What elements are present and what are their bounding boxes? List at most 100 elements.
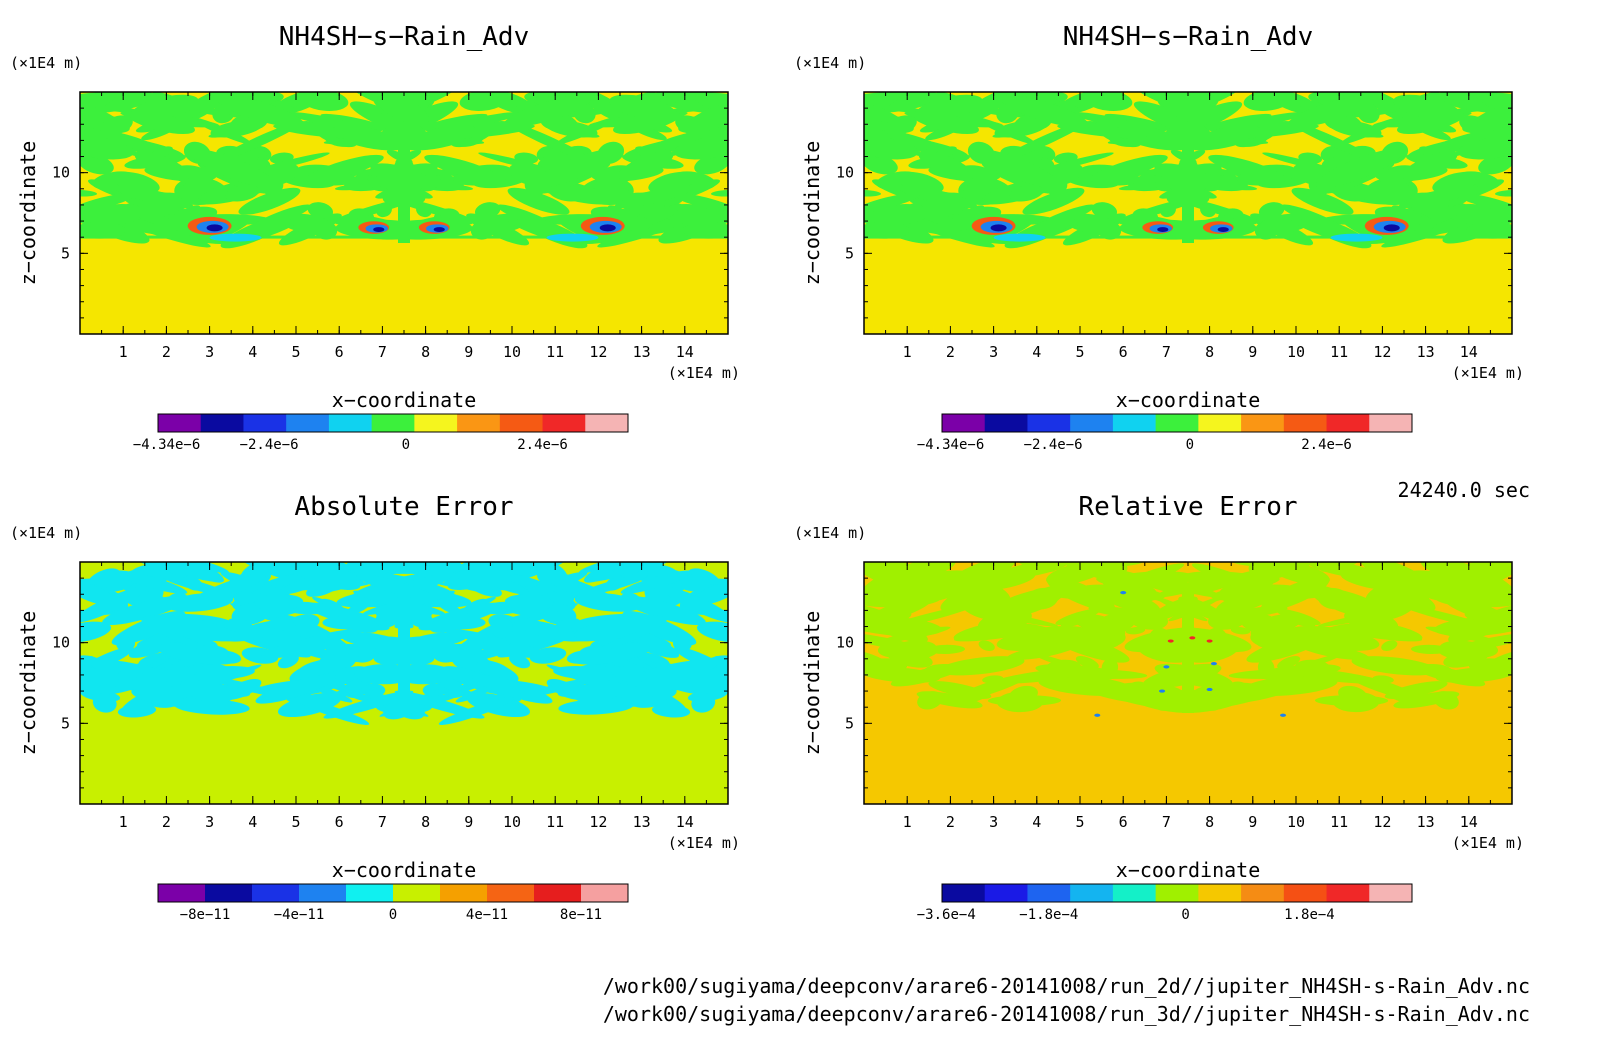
colorbar-tick-label: 2.4e−6 bbox=[517, 437, 568, 453]
colorbar-swatch bbox=[542, 414, 586, 432]
colorbar-swatch bbox=[499, 414, 544, 432]
field-blob bbox=[340, 631, 404, 650]
field-blob bbox=[890, 640, 937, 656]
field-blob bbox=[404, 631, 468, 650]
error-speck bbox=[1163, 665, 1170, 669]
field-blob bbox=[116, 634, 136, 652]
field-blob bbox=[134, 151, 191, 180]
field-blob bbox=[555, 618, 581, 630]
field-blob bbox=[613, 666, 648, 683]
field-blob bbox=[672, 634, 692, 652]
field-blob bbox=[92, 693, 117, 713]
field-blob bbox=[100, 679, 175, 691]
field-blob bbox=[616, 562, 645, 577]
field-blob bbox=[80, 578, 144, 585]
field-blob bbox=[1458, 137, 1512, 160]
chart-panel-2: NH4SH−s−Rain_Adv (×1E4 m) (×1E4 m) x−coordi… bbox=[794, 22, 1524, 453]
field-blob bbox=[80, 222, 126, 239]
field-streak bbox=[546, 233, 599, 242]
field-blob bbox=[459, 92, 509, 111]
field-blob bbox=[80, 97, 118, 124]
field-blob bbox=[1022, 187, 1085, 215]
colorbar-swatch bbox=[371, 414, 415, 432]
colorbar-tick-label: −1.8e−4 bbox=[1019, 907, 1078, 923]
y-axis-label: z−coordinate bbox=[16, 141, 40, 286]
field-blob bbox=[977, 609, 1059, 627]
x-tick-label: 7 bbox=[378, 343, 387, 361]
field-blob bbox=[1433, 691, 1459, 710]
field-blob bbox=[558, 698, 634, 715]
colorbar-swatch bbox=[984, 884, 1028, 902]
colorbar-swatch bbox=[205, 884, 253, 902]
field-blob bbox=[1299, 643, 1369, 661]
field-blob bbox=[569, 642, 650, 665]
field-band bbox=[864, 235, 1512, 239]
colorbar-swatch bbox=[328, 414, 373, 432]
colorbar-tick-label: 0 bbox=[402, 437, 410, 453]
x-tick-label: 3 bbox=[205, 813, 214, 831]
error-speck bbox=[1206, 639, 1213, 643]
field-blob bbox=[864, 97, 902, 124]
y-tick-label: 10 bbox=[836, 634, 854, 652]
field-blob bbox=[117, 664, 146, 682]
x-tick-label: 9 bbox=[464, 813, 473, 831]
field-blob bbox=[255, 674, 337, 704]
x-tick-label: 5 bbox=[291, 813, 300, 831]
field-blob bbox=[154, 628, 212, 652]
x-unit-label: (×1E4 m) bbox=[1452, 834, 1524, 852]
field-blob bbox=[1431, 130, 1495, 152]
field-blob bbox=[917, 691, 943, 710]
x-tick-label: 4 bbox=[248, 343, 257, 361]
field-blob bbox=[356, 574, 440, 602]
field-blob bbox=[1209, 182, 1258, 191]
field-blob bbox=[1291, 187, 1354, 215]
x-tick-label: 9 bbox=[1248, 343, 1257, 361]
colorbar-swatch bbox=[1241, 414, 1285, 432]
field-blob bbox=[1182, 592, 1194, 713]
field-blob bbox=[1107, 135, 1185, 145]
field-blob bbox=[416, 203, 432, 218]
x-tick-label: 13 bbox=[633, 813, 651, 831]
field-blob bbox=[899, 562, 956, 580]
x-tick-label: 2 bbox=[946, 813, 955, 831]
field-blob bbox=[1160, 203, 1176, 218]
x-tick-label: 11 bbox=[546, 343, 564, 361]
field-blob bbox=[1091, 202, 1118, 219]
field-blob bbox=[323, 135, 401, 145]
x-tick-label: 10 bbox=[1287, 343, 1305, 361]
y-tick-label: 5 bbox=[845, 244, 854, 262]
x-unit-label: (×1E4 m) bbox=[1452, 364, 1524, 382]
x-tick-label: 12 bbox=[589, 343, 607, 361]
colorbar-frame bbox=[157, 883, 629, 903]
x-tick-label: 7 bbox=[1162, 813, 1171, 831]
field-blob bbox=[1125, 626, 1146, 635]
field-blob bbox=[1372, 675, 1394, 684]
field-blob bbox=[905, 650, 938, 662]
x-tick-label: 1 bbox=[903, 813, 912, 831]
field-blob bbox=[609, 94, 677, 121]
heatmap-field bbox=[80, 92, 728, 334]
y-tick-label: 5 bbox=[61, 714, 70, 732]
field-blob bbox=[424, 154, 503, 183]
field-blob bbox=[1338, 685, 1368, 704]
field-blob bbox=[507, 187, 570, 215]
field-blob bbox=[1251, 613, 1303, 635]
field-blob bbox=[1208, 154, 1287, 183]
field-band bbox=[80, 235, 728, 239]
chart-title: Relative Error bbox=[1078, 492, 1297, 522]
field-blob bbox=[1007, 643, 1077, 661]
field-blob bbox=[1000, 95, 1088, 128]
x-tick-label: 9 bbox=[464, 343, 473, 361]
field-blob bbox=[1381, 217, 1473, 248]
field-blob bbox=[864, 603, 928, 643]
field-blob bbox=[444, 628, 511, 645]
x-tick-label: 3 bbox=[989, 813, 998, 831]
field-blob bbox=[553, 589, 575, 607]
field-blob bbox=[496, 562, 532, 576]
field-blob bbox=[1182, 166, 1242, 176]
field-blob bbox=[867, 596, 933, 623]
colorbar-tick-label: −3.6e−4 bbox=[917, 907, 976, 923]
y-unit-label: (×1E4 m) bbox=[794, 54, 866, 72]
x-tick-label: 14 bbox=[676, 343, 694, 361]
y-tick-label: 10 bbox=[52, 164, 70, 182]
